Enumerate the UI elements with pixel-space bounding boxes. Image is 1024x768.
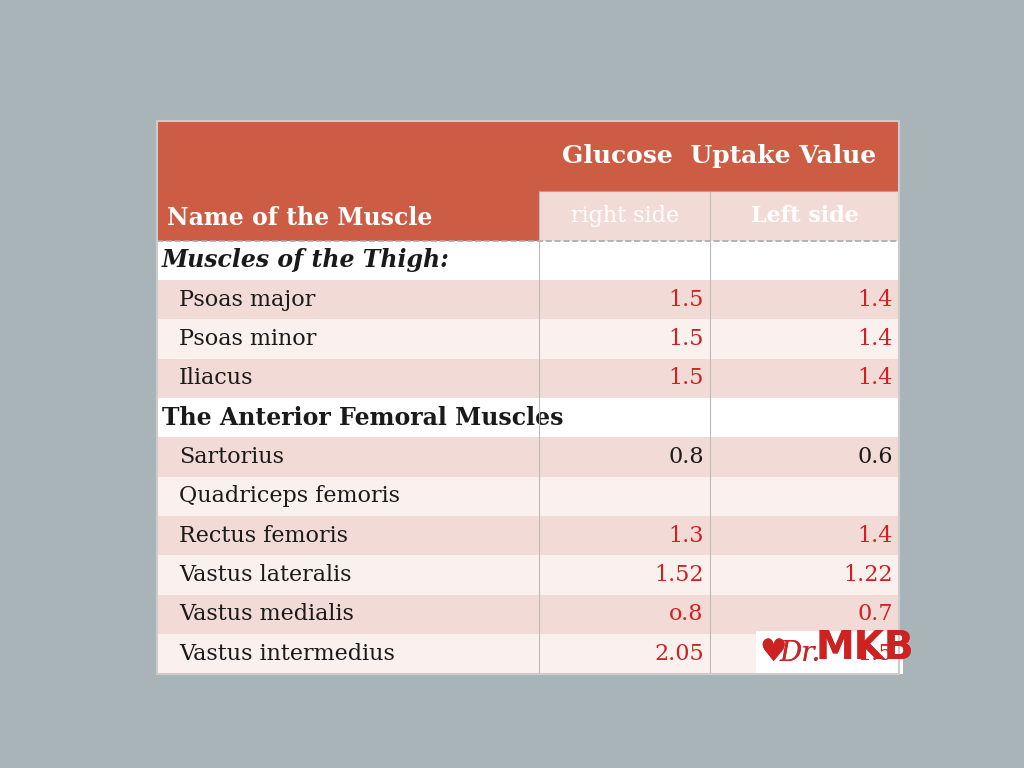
Text: ♥: ♥ [760,638,787,667]
Text: Psoas major: Psoas major [179,289,315,311]
Text: 1.5: 1.5 [669,328,703,350]
Bar [540,121,899,190]
Text: 0.6: 0.6 [857,446,893,468]
Text: Vastus lateralis: Vastus lateralis [179,564,351,586]
Text: right side: right side [570,205,679,227]
Text: 1.52: 1.52 [654,564,703,586]
Text: Vastus medialis: Vastus medialis [179,604,354,625]
Text: 1.4: 1.4 [857,328,893,350]
Text: 2.05: 2.05 [654,643,703,665]
Bar [158,595,899,634]
Bar [756,631,903,674]
Text: The Anterior Femoral Muscles: The Anterior Femoral Muscles [162,406,563,430]
Text: 0.7: 0.7 [857,604,893,625]
Text: MKB: MKB [815,629,914,667]
Bar [158,477,899,516]
Text: 1.5: 1.5 [669,289,703,311]
Text: 1.4: 1.4 [857,367,893,389]
Bar [158,121,540,241]
Text: 1.3: 1.3 [669,525,703,547]
Bar [158,398,899,438]
Text: Glucose  Uptake Value: Glucose Uptake Value [562,144,877,168]
Text: ♥: ♥ [760,638,787,667]
Bar [158,634,899,674]
Text: Iliacus: Iliacus [179,367,254,389]
Bar [710,190,899,241]
Text: Muscles of the Thigh:: Muscles of the Thigh: [162,248,450,273]
Text: 0.8: 0.8 [669,446,703,468]
Bar [158,359,899,398]
Bar [158,438,899,477]
Text: Name of the Muscle: Name of the Muscle [167,206,432,230]
Bar [540,190,710,241]
Text: Dr.: Dr. [779,641,821,667]
Bar [158,280,899,319]
Bar [158,555,899,595]
Text: Left side: Left side [751,205,858,227]
Text: MKB: MKB [815,629,914,667]
Text: 1.5: 1.5 [857,643,893,665]
Text: Psoas minor: Psoas minor [179,328,316,350]
Text: 1.4: 1.4 [857,525,893,547]
Text: 1.4: 1.4 [857,289,893,311]
Text: 1.22: 1.22 [844,564,893,586]
Text: Vastus intermedius: Vastus intermedius [179,643,395,665]
Bar [158,241,899,280]
Bar [158,516,899,555]
Text: Rectus femoris: Rectus femoris [179,525,348,547]
Text: o.8: o.8 [670,604,703,625]
Text: Dr.: Dr. [779,641,821,667]
Text: 1.5: 1.5 [669,367,703,389]
Text: Quadriceps femoris: Quadriceps femoris [179,485,400,508]
Text: Sartorius: Sartorius [179,446,284,468]
Bar [158,319,899,359]
